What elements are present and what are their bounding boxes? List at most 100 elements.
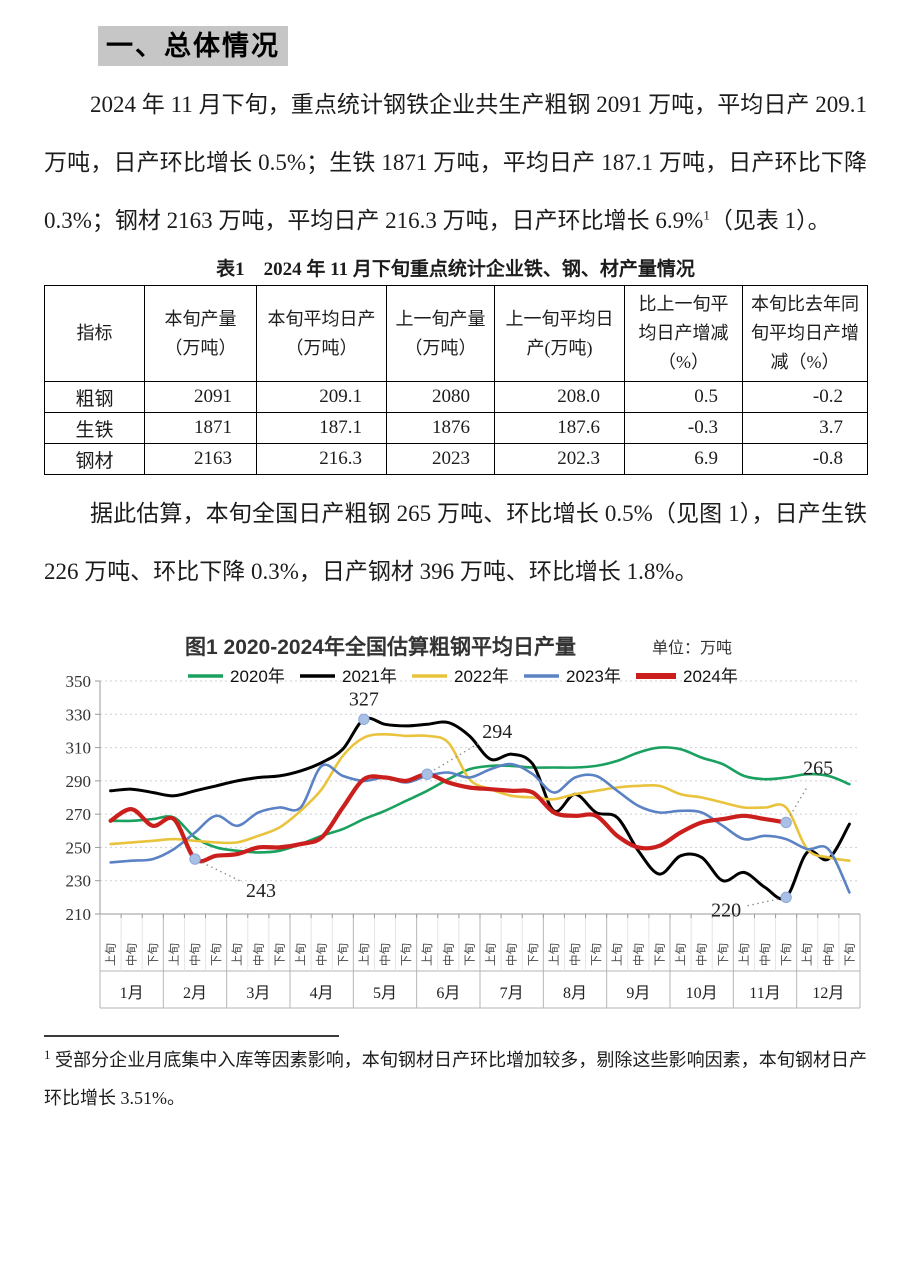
- figure1-daily-output-chart: 图1 2020-2024年全国估算粗钢平均日产量 单位：万吨 210 230 250 27…: [20, 623, 891, 1023]
- x-period-label: 上旬: [801, 943, 814, 966]
- x-period-label: 中旬: [189, 943, 202, 966]
- x-month-label: 7月: [500, 985, 524, 1002]
- table-cell: 6.9: [624, 443, 743, 475]
- x-month-label: 5月: [373, 985, 397, 1002]
- table-row-label: 钢材: [44, 443, 145, 475]
- paragraph-overview-text: 2024 年 11 月下旬，重点统计钢铁企业共生产粗钢 2091 万吨，平均日产…: [44, 92, 867, 233]
- x-period-label: 中旬: [822, 943, 835, 966]
- table-cell: 187.6: [494, 412, 625, 444]
- x-period-label: 下旬: [147, 943, 160, 966]
- chart-x-axis: 上旬 中旬 下旬 上旬 中旬 下旬 上旬 中旬 下旬 上旬 中旬 下旬 上旬 中旬 下旬 上旬 中旬 下旬 上旬 中旬…: [99, 914, 861, 1009]
- x-period-label: 下旬: [273, 943, 286, 966]
- x-period-label: 中旬: [379, 943, 392, 966]
- table-header-cell: 比上一旬平均日产增减（%）: [624, 285, 743, 382]
- x-period-label: 下旬: [337, 943, 350, 966]
- legend-label: 2024年: [683, 667, 738, 686]
- x-period-label: 上旬: [738, 943, 751, 966]
- x-period-label: 下旬: [527, 943, 540, 966]
- legend-item: 2020年: [188, 667, 285, 686]
- y-tick-label: 350: [66, 672, 92, 691]
- footnote-content: 受部分企业月底集中入库等因素影响，本旬钢材日产环比增加较多，剔除这些影响因素，本…: [44, 1050, 867, 1108]
- annotation-label: 327: [349, 688, 379, 710]
- legend-item: 2023年: [524, 667, 621, 686]
- paragraph-estimate: 据此估算，本旬全国日产粗钢 265 万吨、环比增长 0.5%（见图 1），日产生…: [44, 501, 867, 584]
- chart-gridlines: [100, 680, 860, 915]
- chart-series: [108, 716, 851, 901]
- x-period-label: 下旬: [843, 943, 856, 966]
- table-cell: 208.0: [494, 381, 625, 413]
- table-cell: -0.8: [742, 443, 868, 475]
- table-cell: 216.3: [256, 443, 387, 475]
- table-row-label: 粗钢: [44, 381, 145, 413]
- table-header-cell: 上一旬平均日产(万吨): [494, 285, 625, 382]
- table-header-cell: 本旬平均日产（万吨）: [256, 285, 387, 382]
- table-row: 生铁 1871 187.1 1876 187.6 -0.3 3.7: [44, 412, 868, 444]
- x-period-label: 上旬: [295, 943, 308, 966]
- x-month-label: 2月: [183, 985, 207, 1002]
- y-tick-label: 330: [66, 705, 92, 724]
- table-cell: 187.1: [256, 412, 387, 444]
- x-period-label: 中旬: [759, 943, 772, 966]
- section-heading: 一、总体情况: [98, 26, 288, 66]
- annotation-marker: [780, 891, 792, 904]
- chart-annotations: 327 243 294 265 220: [189, 688, 833, 921]
- legend-item: 2021年: [300, 667, 397, 686]
- x-period-label: 中旬: [442, 943, 455, 966]
- table-title: 表1 2024 年 11 月下旬重点统计企业铁、钢、材产量情况: [216, 259, 695, 280]
- footnote-divider: [44, 1035, 339, 1037]
- x-period-label: 中旬: [316, 943, 329, 966]
- x-period-label: 下旬: [590, 943, 603, 966]
- x-month-label: 3月: [246, 985, 270, 1002]
- annotation-marker: [780, 816, 792, 829]
- x-period-label: 上旬: [548, 943, 561, 966]
- x-period-label: 下旬: [780, 943, 793, 966]
- x-month-label: 8月: [563, 985, 587, 1002]
- table-cell: -0.2: [742, 381, 868, 413]
- legend-label: 2020年: [230, 667, 285, 686]
- series-line-2020: [109, 746, 851, 854]
- annotation-leader: [789, 785, 809, 816]
- x-period-label: 上旬: [358, 943, 371, 966]
- table-cell: 2091: [144, 381, 257, 413]
- chart-title: 图1 2020-2024年全国估算粗钢平均日产量: [185, 635, 576, 659]
- y-tick-label: 210: [66, 905, 92, 924]
- table-cell: 3.7: [742, 412, 868, 444]
- footnote-number: 1: [44, 1047, 51, 1062]
- legend-label: 2023年: [566, 667, 621, 686]
- footnote-block: 1 受部分企业月底集中入库等因素影响，本旬钢材日产环比增加较多，剔除这些影响因素…: [44, 1035, 867, 1117]
- x-month-label: 11月: [749, 985, 780, 1002]
- x-period-label: 中旬: [126, 943, 139, 966]
- x-period-label: 中旬: [252, 943, 265, 966]
- table-header-cell: 上一旬产量（万吨）: [386, 285, 495, 382]
- table-row: 粗钢 2091 209.1 2080 208.0 0.5 -0.2: [44, 381, 868, 413]
- annotation-label: 294: [482, 721, 512, 743]
- legend-label: 2022年: [454, 667, 509, 686]
- x-month-label: 4月: [310, 985, 334, 1002]
- x-period-label: 中旬: [506, 943, 519, 966]
- annotation-marker: [358, 713, 370, 725]
- legend-label: 2021年: [342, 667, 397, 686]
- x-period-label: 中旬: [632, 943, 645, 966]
- footnote-text: 1 受部分企业月底集中入库等因素影响，本旬钢材日产环比增加较多，剔除这些影响因素…: [44, 1041, 867, 1117]
- x-period-label: 上旬: [485, 943, 498, 966]
- table-header-cell: 本旬比去年同旬平均日产增减（%）: [742, 285, 868, 382]
- annotation-label: 243: [246, 880, 276, 902]
- x-period-label: 下旬: [653, 943, 666, 966]
- x-period-label: 下旬: [463, 943, 476, 966]
- table-cell: 1871: [144, 412, 257, 444]
- table-cell: 0.5: [624, 381, 743, 413]
- chart-y-axis: 210 230 250 270 290 310 330 350: [66, 672, 860, 924]
- series-line-2022: [109, 732, 851, 862]
- series-line-2024: [108, 772, 789, 864]
- x-period-label: 上旬: [421, 943, 434, 966]
- table-cell: 202.3: [494, 443, 625, 475]
- y-tick-label: 310: [66, 739, 92, 758]
- paragraph-overview-tail: （见表 1）。: [709, 208, 831, 233]
- annotation-label: 265: [803, 757, 833, 779]
- paragraph-overview: 2024 年 11 月下旬，重点统计钢铁企业共生产粗钢 2091 万吨，平均日产…: [44, 76, 867, 250]
- y-tick-label: 230: [66, 872, 92, 891]
- table-row-label: 生铁: [44, 412, 145, 444]
- annotation-leader: [201, 861, 244, 883]
- x-month-label: 1月: [120, 985, 144, 1002]
- series-line-2023: [109, 762, 851, 894]
